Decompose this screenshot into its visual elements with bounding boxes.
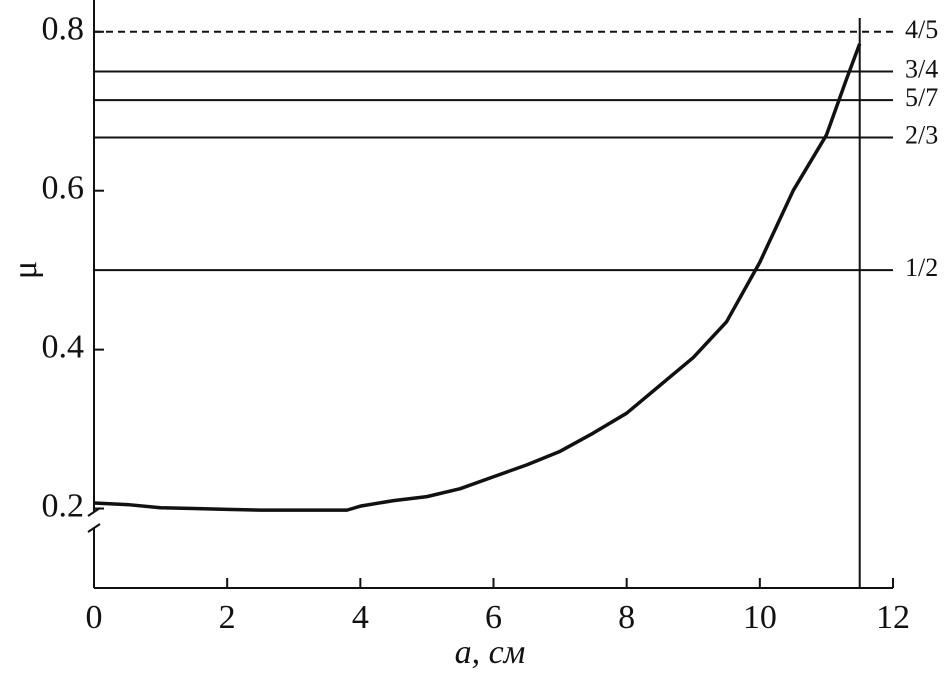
axis-break — [87, 523, 101, 533]
y-tick-label: 0.2 — [42, 487, 85, 524]
x-tick-label: 6 — [485, 599, 502, 636]
x-tick-label: 2 — [219, 599, 236, 636]
x-tick-label: 10 — [743, 599, 777, 636]
reference-label: 1/2 — [905, 253, 938, 282]
y-tick-label: 0.6 — [42, 169, 85, 206]
y-tick-label: 0.8 — [42, 11, 85, 48]
reference-label: 4/5 — [905, 15, 938, 44]
x-tick-label: 12 — [876, 599, 910, 636]
x-tick-label: 8 — [618, 599, 635, 636]
x-tick-label: 4 — [352, 599, 369, 636]
y-tick-label: 0.4 — [42, 328, 85, 365]
data-line — [93, 43, 862, 512]
reference-label: 5/7 — [905, 83, 938, 112]
x-axis-label: a, см — [455, 634, 526, 671]
reference-label: 3/4 — [905, 54, 938, 83]
x-tick-label: 0 — [86, 599, 103, 636]
reference-label: 2/3 — [905, 120, 938, 149]
y-axis-label: μ — [7, 261, 44, 279]
